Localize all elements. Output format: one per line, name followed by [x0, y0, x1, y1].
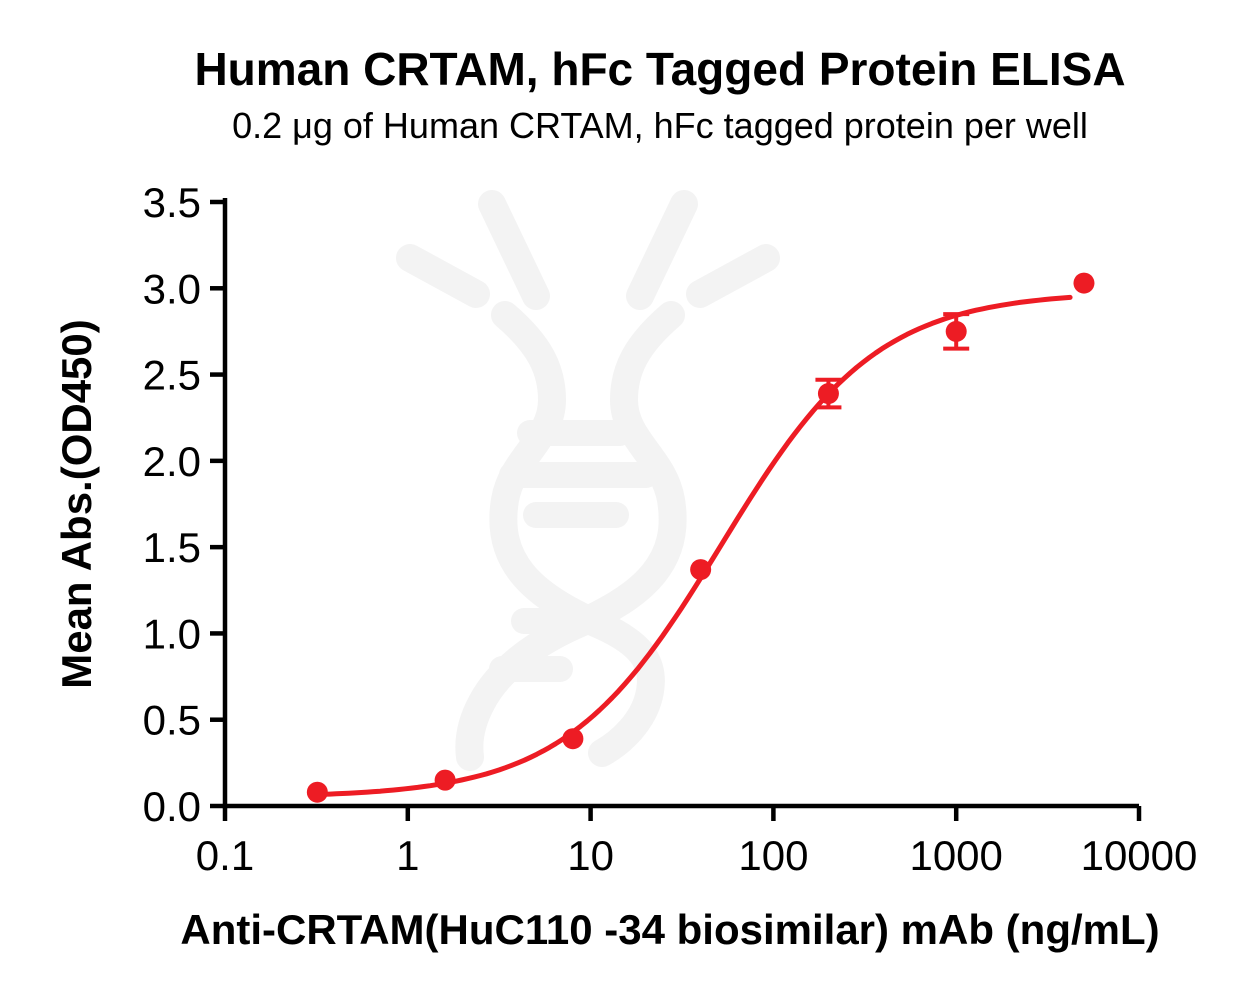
data-point-marker: [1073, 272, 1095, 294]
x-tick-label: 10000: [1081, 832, 1198, 879]
x-axis-title: Anti-CRTAM(HuC110 -34 biosimilar) mAb (n…: [180, 906, 1159, 953]
data-point-marker: [562, 728, 584, 750]
x-tick-label: 1: [396, 832, 419, 879]
data-point-marker: [945, 320, 967, 342]
axes-layer: 0.1 1 10 100 1000 10000 0.0 0.5 1.0 1.5 2.0 2.5 3.0 3…: [143, 179, 1198, 879]
watermark-right-outer-branch: [686, 244, 780, 308]
data-point-marker: [434, 769, 456, 791]
dna-antibody-watermark-icon: [396, 190, 780, 771]
y-tick-label: 0.0: [143, 783, 201, 830]
fit-curve: [314, 294, 1073, 798]
y-tick-label: 3.0: [143, 265, 201, 312]
y-tick-label: 0.5: [143, 697, 201, 744]
x-tick-label: 1000: [909, 832, 1002, 879]
y-tick-label: 1.5: [143, 524, 201, 571]
data-point-marker: [306, 781, 328, 803]
data-point-marker: [817, 383, 839, 405]
watermark-left-outer-branch: [396, 244, 490, 308]
watermark-right-strand: [455, 301, 687, 771]
y-axis-title: Mean Abs.(OD450): [53, 319, 100, 689]
y-tick-label: 2.5: [143, 352, 201, 399]
x-tick-label: 100: [738, 832, 808, 879]
watermark-left-inner-branch: [478, 190, 550, 310]
y-tick-label: 3.5: [143, 179, 201, 226]
watermark-left-strand: [489, 301, 665, 767]
y-tick-label: 1.0: [143, 610, 201, 657]
data-point-marker: [690, 559, 712, 581]
x-tick-label: 0.1: [196, 832, 254, 879]
watermark-right-inner-branch: [626, 190, 698, 310]
x-tick-label: 10: [567, 832, 614, 879]
chart-title: Human CRTAM, hFc Tagged Protein ELISA: [194, 43, 1126, 95]
chart-subtitle: 0.2 μg of Human CRTAM, hFc tagged protei…: [232, 105, 1088, 146]
y-tick-label: 2.0: [143, 438, 201, 485]
series-layer: [306, 272, 1095, 803]
